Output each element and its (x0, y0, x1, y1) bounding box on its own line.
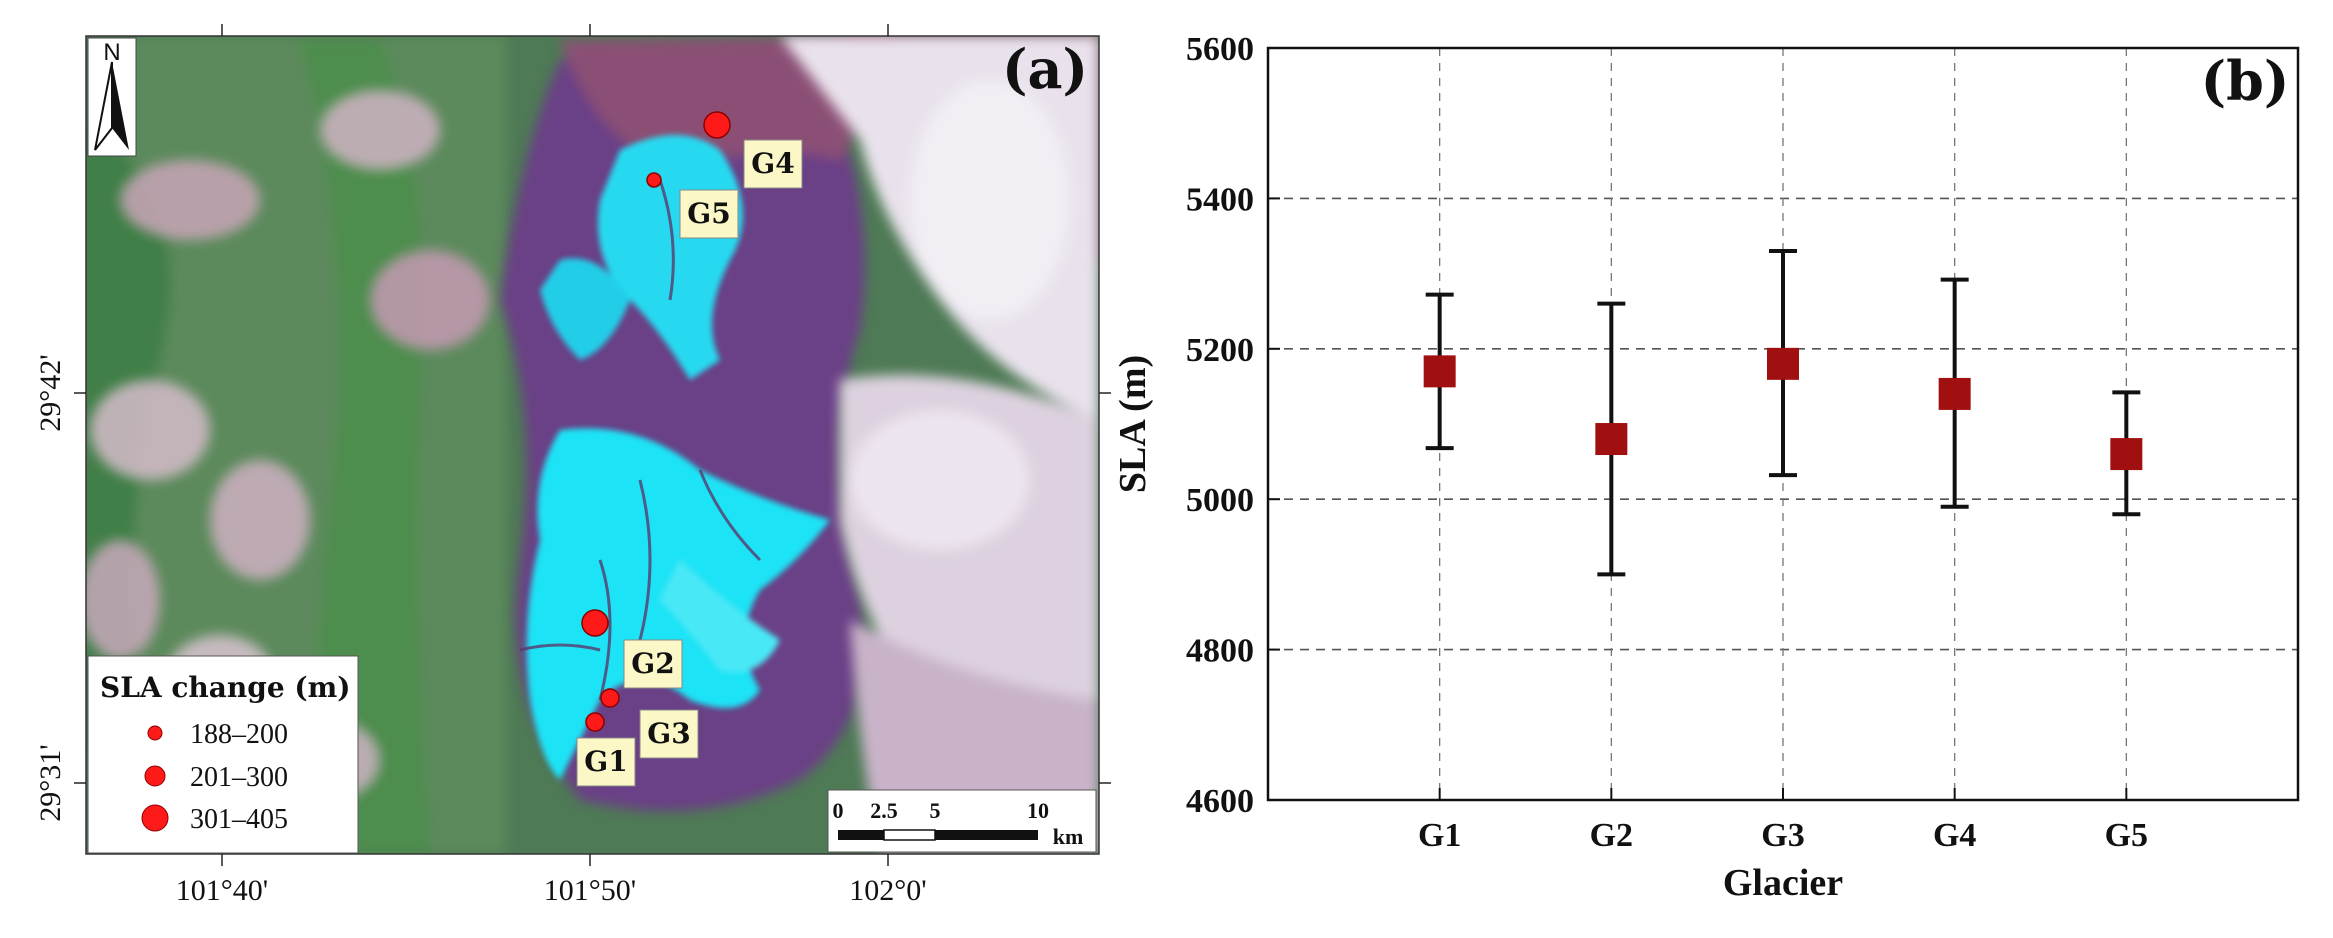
glacier-marker (646, 172, 662, 188)
glacier-g3: G3 (600, 688, 699, 759)
legend-label: 301–405 (190, 804, 288, 835)
scale-unit: km (1053, 824, 1084, 849)
chart-panel: 4600 4800 5000 5200 5400 5600 G1 G2 G3 G4 G5 (b) G… (1112, 31, 2300, 904)
glacier-g5: G5 (646, 172, 739, 239)
data-point (1423, 355, 1456, 388)
x-tick-label: G1 (1418, 817, 1461, 854)
lon-tick-label: 101°40' (176, 874, 268, 907)
glacier-g4: G4 (703, 111, 803, 189)
scale-label-0: 0 (833, 798, 844, 823)
panel-a-label: (a) (1002, 37, 1088, 101)
glacier-marker (703, 111, 731, 139)
y-tick-label: 5200 (1186, 332, 1254, 369)
y-tick-label: 4600 (1186, 783, 1254, 820)
data-point (1767, 347, 1799, 380)
scale-label-2-5: 2.5 (870, 798, 898, 823)
legend-marker-small (147, 725, 163, 741)
glacier-marker (585, 712, 605, 732)
north-arrow-icon: N (87, 37, 137, 157)
glacier-label-box (623, 639, 683, 689)
map-panel: 101°40' 101°50' 102°0' 29°42' 29°31' (a) N G… (34, 24, 1111, 907)
glacier-label-box (743, 139, 803, 189)
glacier-label-box (639, 709, 699, 759)
y-axis-title: SLA (m) (1112, 355, 1154, 493)
legend-title: SLA change (m) (100, 671, 351, 704)
panel-b-label: (b) (2201, 49, 2290, 113)
x-axis-title: Glacier (1723, 862, 1843, 904)
data-point (1595, 423, 1628, 456)
scale-label-10: 10 (1027, 798, 1049, 823)
legend-label: 201–300 (190, 762, 288, 793)
glacier-label: G5 (687, 197, 730, 230)
lon-tick-label: 102°0' (849, 874, 926, 907)
map-graticule-ticks (74, 24, 1111, 866)
y-tick-label: 4800 (1186, 633, 1254, 670)
x-tick-label: G5 (2105, 817, 2148, 854)
data-point (2110, 438, 2143, 471)
lon-tick-label: 101°50' (544, 874, 636, 907)
glacier-label-box (576, 737, 636, 787)
glacier-label: G3 (647, 717, 690, 750)
lat-tick-label: 29°31' (34, 744, 67, 821)
y-tick-label: 5000 (1186, 482, 1254, 519)
y-tick-label: 5400 (1186, 181, 1254, 218)
data-point (1938, 377, 1971, 410)
glacier-label: G4 (751, 147, 794, 180)
sla-change-legend: SLA change (m) 188–200 201–300 301–405 (87, 655, 359, 854)
x-tick-label: G3 (1761, 817, 1804, 854)
chart-marks (1423, 249, 2143, 577)
legend-marker-medium (144, 765, 166, 787)
glacier-label: G2 (631, 647, 674, 680)
chart-axes: 4600 4800 5000 5200 5400 5600 G1 G2 G3 G4 G5 (1186, 31, 2148, 854)
glacier-g2: G2 (581, 609, 683, 689)
scale-label-5: 5 (930, 798, 941, 823)
scale-bar: 0 2.5 5 10 km (827, 789, 1097, 853)
x-tick-label: G2 (1590, 817, 1633, 854)
glacier-marker (581, 609, 609, 637)
glacier-marker (600, 688, 620, 708)
legend-label: 188–200 (190, 719, 288, 750)
x-tick-label: G4 (1933, 817, 1976, 854)
legend-marker-large (141, 804, 169, 832)
glacier-g1: G1 (576, 712, 636, 787)
y-tick-label: 5600 (1186, 31, 1254, 68)
glacier-label: G1 (584, 745, 627, 778)
map-graticule-labels: 101°40' 101°50' 102°0' 29°42' 29°31' (34, 354, 927, 907)
lat-tick-label: 29°42' (34, 354, 67, 431)
glacier-label-box (679, 189, 739, 239)
north-label: N (103, 39, 120, 66)
